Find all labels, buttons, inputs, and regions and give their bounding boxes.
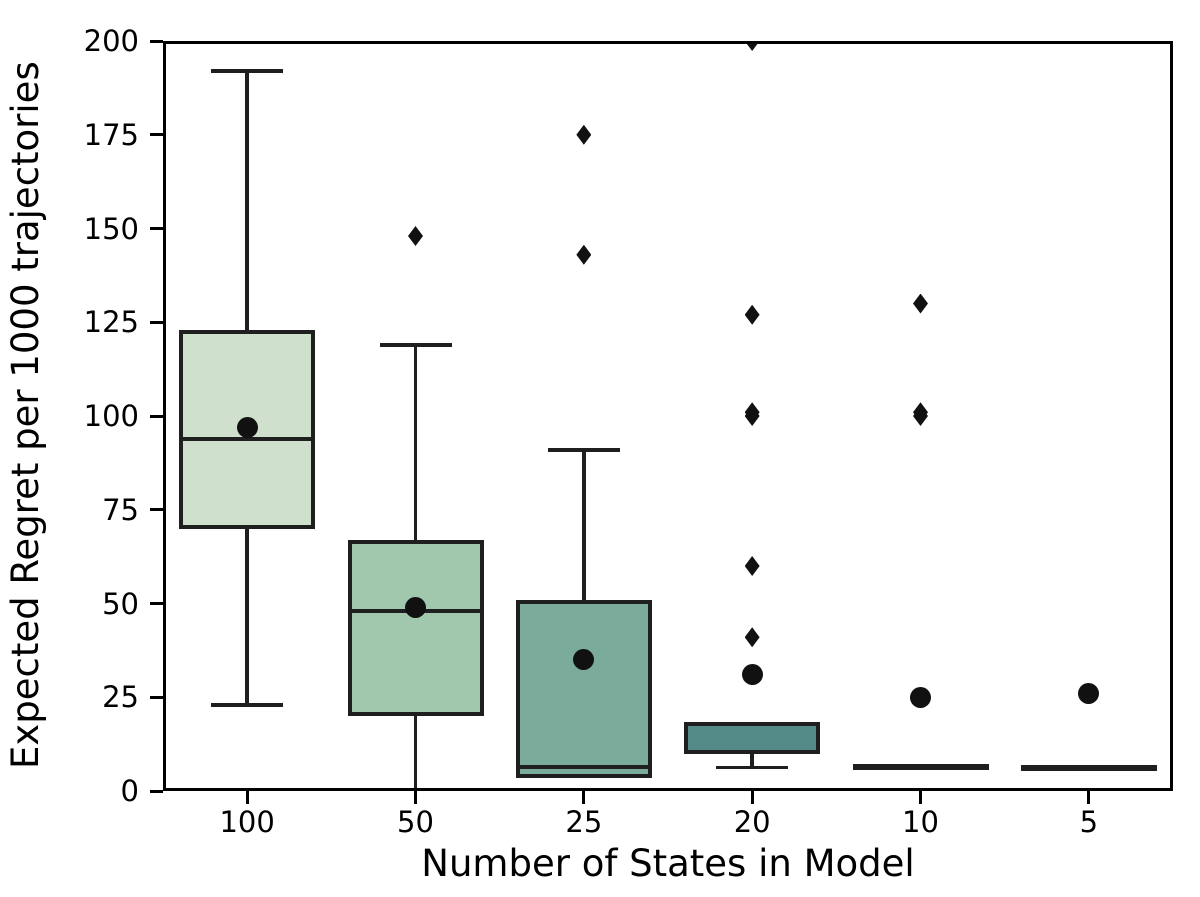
- box: [347, 539, 484, 716]
- y-tick-label: 125: [83, 305, 139, 340]
- whisker-stem: [245, 71, 249, 330]
- whisker-cap: [379, 343, 452, 347]
- y-tick-mark: [150, 695, 163, 699]
- whisker-cap: [547, 448, 620, 452]
- whisker-stem: [245, 528, 249, 705]
- y-tick-mark: [150, 320, 163, 324]
- x-tick-label: 50: [397, 805, 434, 839]
- x-tick-label: 10: [902, 805, 939, 839]
- outlier-diamond: [913, 406, 928, 426]
- x-tick-label: 20: [733, 805, 771, 839]
- outlier-diamond: [408, 226, 423, 246]
- x-tick-mark: [414, 791, 417, 804]
- x-axis-label: Number of States in Model: [421, 842, 915, 885]
- mean-dot: [1078, 683, 1100, 704]
- outlier-diamond: [744, 627, 760, 648]
- y-tick-mark: [150, 133, 163, 137]
- y-tick-mark: [150, 414, 163, 418]
- y-tick-mark: [150, 39, 163, 43]
- whisker-cap: [211, 69, 284, 73]
- y-tick-label: 0: [120, 774, 139, 808]
- y-tick-mark: [150, 227, 163, 230]
- y-tick-label: 100: [83, 399, 139, 433]
- y-tick-mark: [150, 789, 163, 793]
- y-tick-mark: [150, 602, 163, 605]
- outlier-diamond: [744, 304, 760, 325]
- median-line: [515, 765, 652, 769]
- whisker-cap: [211, 703, 284, 707]
- median-line: [684, 722, 821, 727]
- whisker-cap: [716, 765, 789, 770]
- mean-dot: [236, 416, 258, 438]
- outlier-diamond: [913, 293, 928, 314]
- x-tick-label: 25: [565, 805, 603, 839]
- x-tick-mark: [582, 791, 586, 804]
- x-tick-mark: [750, 791, 754, 804]
- mean-dot: [405, 596, 426, 618]
- mean-dot: [910, 686, 931, 708]
- y-tick-label: 50: [102, 586, 139, 621]
- x-tick-label: 100: [219, 805, 275, 839]
- box: [179, 329, 316, 529]
- y-tick-label: 75: [102, 492, 139, 527]
- outlier-diamond: [576, 244, 592, 265]
- x-tick-mark: [245, 791, 249, 804]
- median-line: [179, 436, 316, 441]
- box: [684, 722, 821, 754]
- y-tick-label: 175: [83, 117, 139, 152]
- whisker-stem: [582, 449, 586, 600]
- plot-area: [163, 41, 1173, 791]
- mean-dot: [741, 664, 763, 686]
- x-tick-mark: [1087, 791, 1091, 804]
- collapsed-box-line: [1020, 764, 1157, 771]
- outlier-diamond: [744, 41, 760, 51]
- whisker-stem: [413, 716, 418, 791]
- mean-dot: [573, 649, 595, 671]
- y-tick-label: 25: [102, 680, 139, 715]
- whisker-stem: [413, 344, 418, 540]
- box: [515, 599, 652, 779]
- x-tick-label: 5: [1079, 805, 1099, 839]
- outlier-diamond: [576, 124, 592, 145]
- y-tick-label: 150: [83, 211, 139, 246]
- x-tick-mark: [919, 791, 922, 804]
- whisker-stem: [750, 753, 754, 768]
- outlier-diamond: [744, 406, 760, 426]
- y-tick-mark: [150, 508, 163, 512]
- y-tick-label: 200: [83, 24, 139, 58]
- collapsed-box-line: [852, 764, 989, 771]
- outlier-diamond: [744, 556, 760, 576]
